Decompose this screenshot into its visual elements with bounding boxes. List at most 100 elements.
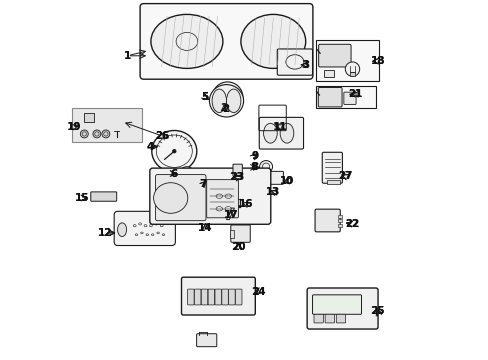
Text: 18: 18 <box>370 56 384 66</box>
Text: 24: 24 <box>252 287 265 297</box>
Ellipse shape <box>102 130 110 138</box>
Ellipse shape <box>238 205 241 208</box>
Ellipse shape <box>209 85 243 117</box>
FancyBboxPatch shape <box>228 289 235 305</box>
Ellipse shape <box>151 131 196 172</box>
Ellipse shape <box>259 161 272 173</box>
FancyBboxPatch shape <box>187 289 194 305</box>
FancyBboxPatch shape <box>336 314 345 323</box>
Text: 24: 24 <box>251 287 265 297</box>
FancyBboxPatch shape <box>268 171 283 184</box>
FancyBboxPatch shape <box>91 192 117 201</box>
Text: 27: 27 <box>337 171 352 181</box>
Ellipse shape <box>151 14 223 68</box>
FancyBboxPatch shape <box>322 152 342 183</box>
Text: 23: 23 <box>229 172 244 182</box>
Text: 1: 1 <box>123 51 131 61</box>
Ellipse shape <box>212 82 243 112</box>
Text: 10: 10 <box>280 176 293 186</box>
Text: 11: 11 <box>273 122 287 132</box>
Text: 6: 6 <box>170 168 177 179</box>
Ellipse shape <box>200 170 213 183</box>
Text: 12: 12 <box>98 228 112 238</box>
Text: 21: 21 <box>348 89 362 99</box>
Text: 3: 3 <box>301 60 307 70</box>
Text: 22: 22 <box>345 219 359 229</box>
Text: 20: 20 <box>231 242 245 252</box>
FancyBboxPatch shape <box>201 289 207 305</box>
FancyBboxPatch shape <box>196 334 216 347</box>
FancyBboxPatch shape <box>243 179 268 197</box>
Text: 14: 14 <box>198 222 212 233</box>
FancyBboxPatch shape <box>318 87 342 107</box>
FancyBboxPatch shape <box>314 209 340 232</box>
Text: 18: 18 <box>370 56 384 66</box>
Text: 25: 25 <box>370 306 384 316</box>
Text: 22: 22 <box>345 219 359 229</box>
Text: 7: 7 <box>199 179 206 189</box>
Text: 12: 12 <box>98 228 112 238</box>
Text: 15: 15 <box>74 193 89 203</box>
Ellipse shape <box>80 130 88 138</box>
Text: 17: 17 <box>223 210 238 220</box>
Text: 5: 5 <box>201 92 208 102</box>
FancyBboxPatch shape <box>277 49 312 75</box>
FancyBboxPatch shape <box>235 289 242 305</box>
Text: 17: 17 <box>223 210 238 220</box>
Text: 26: 26 <box>155 131 169 141</box>
Text: 5: 5 <box>201 92 208 102</box>
FancyBboxPatch shape <box>206 180 238 218</box>
Bar <box>84 113 94 122</box>
FancyBboxPatch shape <box>215 289 221 305</box>
Bar <box>316 86 375 108</box>
FancyBboxPatch shape <box>194 289 201 305</box>
Ellipse shape <box>179 167 194 180</box>
Ellipse shape <box>172 149 176 153</box>
Ellipse shape <box>117 223 126 237</box>
FancyBboxPatch shape <box>114 211 175 246</box>
Bar <box>337 219 341 222</box>
Text: 4: 4 <box>146 141 154 152</box>
Text: 13: 13 <box>265 186 280 197</box>
FancyBboxPatch shape <box>155 175 205 221</box>
Text: 9: 9 <box>250 150 258 161</box>
FancyBboxPatch shape <box>259 117 303 149</box>
Text: 8: 8 <box>250 162 257 172</box>
Bar <box>72 108 142 142</box>
FancyBboxPatch shape <box>325 314 334 323</box>
Bar <box>337 224 341 227</box>
Ellipse shape <box>280 123 293 143</box>
Ellipse shape <box>212 89 226 112</box>
FancyBboxPatch shape <box>232 164 242 176</box>
FancyBboxPatch shape <box>222 289 228 305</box>
Text: 4: 4 <box>146 142 154 152</box>
Text: 8: 8 <box>251 162 258 172</box>
Ellipse shape <box>226 89 241 112</box>
Bar <box>337 215 341 218</box>
Text: 16: 16 <box>239 199 253 209</box>
Text: 15: 15 <box>74 193 89 203</box>
Text: 19: 19 <box>67 122 81 132</box>
Text: 7: 7 <box>199 179 206 189</box>
Polygon shape <box>226 208 234 220</box>
Bar <box>349 72 354 76</box>
Bar <box>230 230 234 238</box>
FancyBboxPatch shape <box>343 92 355 104</box>
Bar <box>316 40 379 81</box>
Text: 2: 2 <box>220 103 227 113</box>
Text: 27: 27 <box>338 171 351 181</box>
Text: 11: 11 <box>273 122 286 132</box>
Text: 3: 3 <box>302 60 309 70</box>
Text: 2: 2 <box>222 104 229 114</box>
Text: 10: 10 <box>279 176 294 186</box>
Ellipse shape <box>241 14 305 68</box>
FancyBboxPatch shape <box>208 289 214 305</box>
FancyBboxPatch shape <box>318 44 350 67</box>
Text: 9: 9 <box>251 150 258 161</box>
FancyBboxPatch shape <box>149 168 270 224</box>
Text: 16: 16 <box>239 199 253 209</box>
FancyBboxPatch shape <box>313 314 323 323</box>
Ellipse shape <box>263 123 277 143</box>
FancyBboxPatch shape <box>140 4 312 79</box>
Text: 1: 1 <box>123 51 131 61</box>
